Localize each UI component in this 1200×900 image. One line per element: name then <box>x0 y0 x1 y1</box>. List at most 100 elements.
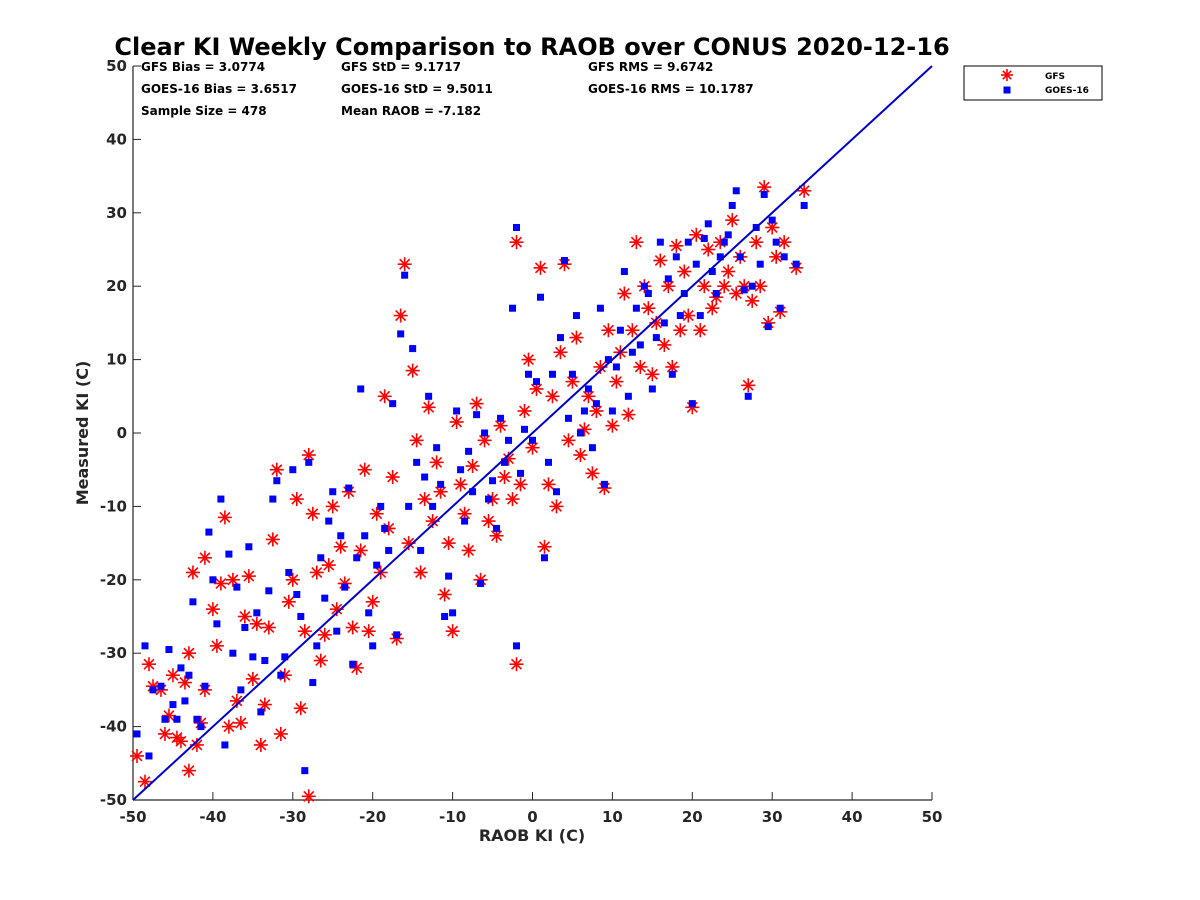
gfs-point <box>693 323 708 338</box>
gfs-point <box>269 462 284 477</box>
goes16-point <box>544 458 552 466</box>
goes16-point <box>357 385 365 393</box>
gfs-point <box>225 572 240 587</box>
gfs-point <box>513 477 528 492</box>
goes16-point <box>309 679 317 687</box>
goes16-point <box>241 624 249 632</box>
x-tick-label: -40 <box>199 808 226 826</box>
gfs-point <box>545 389 560 404</box>
goes16-point <box>217 495 225 503</box>
goes16-point <box>145 752 153 760</box>
legend-square-icon <box>1003 86 1011 94</box>
stat-sample-size: Sample Size = 478 <box>141 104 267 118</box>
gfs-point <box>561 433 576 448</box>
gfs-point <box>657 337 672 352</box>
gfs-point <box>249 616 264 631</box>
goes16-point <box>732 187 740 195</box>
goes16-point <box>297 613 305 620</box>
goes16-point <box>493 524 501 532</box>
goes16-point <box>780 253 788 261</box>
gfs-point <box>521 352 536 367</box>
one-to-one-line <box>132 65 933 801</box>
goes16-point <box>365 609 373 617</box>
goes16-point <box>409 345 417 353</box>
gfs-point <box>601 323 616 338</box>
gfs-point <box>301 789 316 804</box>
goes16-point <box>604 356 612 364</box>
y-tick-label: -50 <box>100 791 127 809</box>
goes16-point <box>329 488 337 496</box>
legend-label-goes: GOES-16 <box>1045 86 1089 96</box>
gfs-point <box>585 466 600 481</box>
goes16-point <box>489 477 497 485</box>
gfs-point <box>361 624 376 639</box>
gfs-point <box>353 543 368 558</box>
goes16-point <box>265 587 273 595</box>
goes16-point <box>768 216 776 224</box>
gfs-point <box>345 620 360 635</box>
data-points <box>129 180 812 804</box>
goes16-point <box>465 447 473 455</box>
goes16-point <box>441 613 449 620</box>
stat-goes-rms: GOES-16 RMS = 10.1787 <box>588 82 754 96</box>
gfs-point <box>309 565 324 580</box>
goes16-point <box>261 657 269 665</box>
gfs-point <box>317 627 332 642</box>
goes16-point <box>429 502 437 510</box>
goes16-point <box>445 572 453 580</box>
gfs-point <box>357 462 372 477</box>
goes16-point <box>580 407 588 415</box>
gfs-point <box>797 183 812 198</box>
goes16-point <box>716 253 724 261</box>
goes16-point <box>497 414 505 422</box>
goes16-point <box>764 323 772 331</box>
gfs-point <box>481 514 496 529</box>
goes16-point <box>692 260 700 268</box>
y-tick-label: 20 <box>106 277 127 295</box>
goes16-point <box>792 260 800 268</box>
stat-mean-raob: Mean RAOB = -7.182 <box>341 104 481 118</box>
gfs-point <box>405 363 420 378</box>
gfs-point <box>197 550 212 565</box>
legend-label-gfs: GFS <box>1045 72 1065 82</box>
goes16-point <box>676 312 684 320</box>
goes16-point <box>453 407 461 415</box>
x-tick-label: -20 <box>359 808 386 826</box>
gfs-point <box>325 499 340 514</box>
gfs-point <box>573 448 588 463</box>
goes16-point <box>133 730 141 738</box>
goes16-point <box>325 517 333 525</box>
legend-asterisk-icon <box>1001 69 1013 81</box>
goes16-point <box>529 436 536 444</box>
goes16-point <box>285 568 293 576</box>
gfs-point <box>365 594 380 609</box>
x-tick-label: 20 <box>682 808 703 826</box>
goes16-point <box>341 583 349 591</box>
goes16-point <box>193 715 201 723</box>
gfs-point <box>293 701 308 716</box>
goes16-point <box>349 660 357 668</box>
goes16-point <box>373 561 381 569</box>
goes16-point <box>449 609 457 617</box>
goes16-point <box>181 697 189 705</box>
gfs-point <box>409 433 424 448</box>
goes16-point <box>656 238 664 246</box>
gfs-point <box>185 565 200 580</box>
gfs-point <box>165 668 180 683</box>
gfs-point <box>141 657 156 672</box>
goes16-point <box>421 473 429 481</box>
gfs-point <box>333 539 348 554</box>
gfs-point <box>717 279 732 294</box>
goes16-point <box>229 649 237 657</box>
goes16-point <box>540 554 548 562</box>
goes16-point <box>620 268 628 276</box>
goes16-point <box>564 414 572 422</box>
goes16-point <box>361 532 369 540</box>
goes16-point <box>556 334 564 342</box>
goes16-point <box>289 466 297 474</box>
gfs-point <box>161 708 176 723</box>
goes16-point <box>301 767 309 775</box>
x-tick-label: 0 <box>527 808 537 826</box>
gfs-point <box>621 407 636 422</box>
